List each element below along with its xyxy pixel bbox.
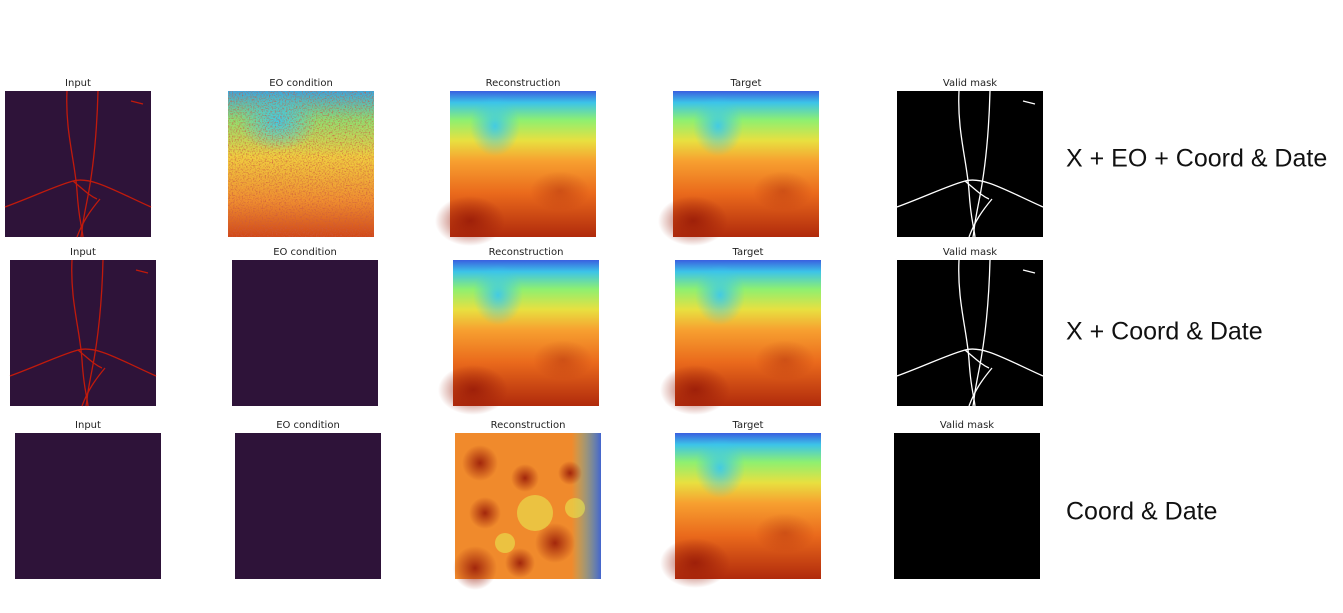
panel-title: Target [732,420,764,431]
panel-image [894,433,1040,579]
panel-image [897,91,1043,237]
panel-title: Input [75,420,101,431]
panel [658,91,819,246]
panel [435,91,596,246]
panel [228,91,374,237]
panel-image [897,260,1043,406]
panel-title: Valid mask [943,247,997,258]
row-label: X + Coord & Date [1066,318,1263,346]
panel-image [232,260,378,406]
panel [894,433,1040,579]
panel [896,259,1044,407]
panel-title: Target [732,247,764,258]
panel-title: Reconstruction [491,420,566,431]
row-label: X + EO + Coord & Date [1066,145,1327,173]
panel [896,90,1044,238]
panel [4,90,152,238]
panel [9,259,157,407]
panel-title: Valid mask [943,78,997,89]
panel [232,260,378,406]
panel-title: EO condition [276,420,340,431]
panel [438,260,599,415]
panel [235,433,381,579]
panel-title: Reconstruction [489,247,564,258]
panel-image [5,91,151,237]
panel-title: Valid mask [940,420,994,431]
panel-title: Input [65,78,91,89]
row-label: Coord & Date [1066,498,1217,526]
panel [15,433,161,579]
panel-title: EO condition [273,247,337,258]
panel [453,433,601,590]
panel-title: EO condition [269,78,333,89]
panel-image [10,260,156,406]
panel-image [235,433,381,579]
panel-title: Target [730,78,762,89]
panel [660,433,821,588]
panel [660,260,821,415]
panel-image [15,433,161,579]
panel-title: Reconstruction [486,78,561,89]
panel-title: Input [70,247,96,258]
